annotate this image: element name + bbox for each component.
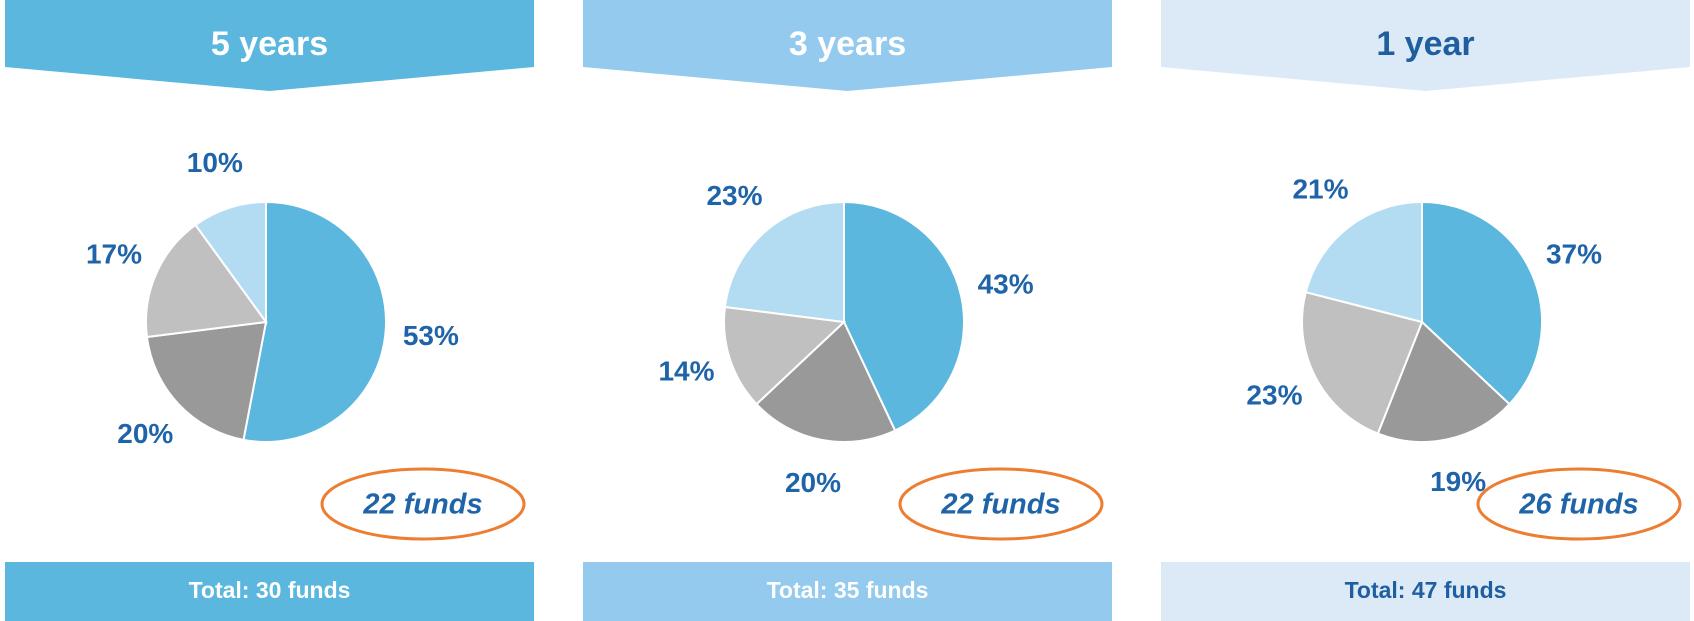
slice-label: 37% <box>1546 239 1602 270</box>
pie-slice <box>242 200 387 443</box>
annotation: 22 funds <box>362 489 482 521</box>
pie-slice <box>1421 200 1544 406</box>
panel-title: 1 year <box>1376 25 1474 63</box>
panel-title: 3 years <box>789 25 906 63</box>
pie-slice <box>1304 200 1423 324</box>
footer-bar <box>5 562 534 621</box>
pie-slice <box>755 320 897 443</box>
pie-slice <box>194 200 267 326</box>
annotation-ring <box>898 467 1104 541</box>
slice-label: 23% <box>706 180 762 211</box>
annotation: 22 funds <box>940 489 1060 521</box>
panel-title: 5 years <box>211 25 328 63</box>
slice-label: 17% <box>86 239 142 270</box>
annotation-ring <box>1476 467 1682 541</box>
slice-label: 19% <box>1430 466 1486 497</box>
pie-slice <box>145 223 268 339</box>
pie-slice <box>145 320 268 442</box>
footer-text: Total: 30 funds <box>189 577 351 603</box>
footer-bar <box>583 562 1112 621</box>
slice-label: 53% <box>403 320 459 351</box>
pie-slice <box>843 200 965 432</box>
slice-label: 20% <box>785 467 841 498</box>
slice-label: 14% <box>658 356 714 387</box>
header-banner <box>5 0 534 91</box>
pie-slice <box>723 305 847 406</box>
slice-label: 10% <box>187 147 243 178</box>
slice-label: 21% <box>1292 174 1348 205</box>
slice-label: 20% <box>117 418 173 449</box>
annotation: 26 funds <box>1518 489 1638 521</box>
slice-label: 23% <box>1246 380 1302 411</box>
pie-slice <box>1301 290 1424 435</box>
footer-bar <box>1161 562 1690 621</box>
footer-text: Total: 35 funds <box>767 577 929 603</box>
footer-text: Total: 47 funds <box>1345 577 1507 603</box>
annotation-ring <box>320 467 526 541</box>
header-banner <box>1161 0 1690 91</box>
header-banner <box>583 0 1112 91</box>
slice-label: 43% <box>978 268 1034 299</box>
pie-slice <box>723 200 845 324</box>
